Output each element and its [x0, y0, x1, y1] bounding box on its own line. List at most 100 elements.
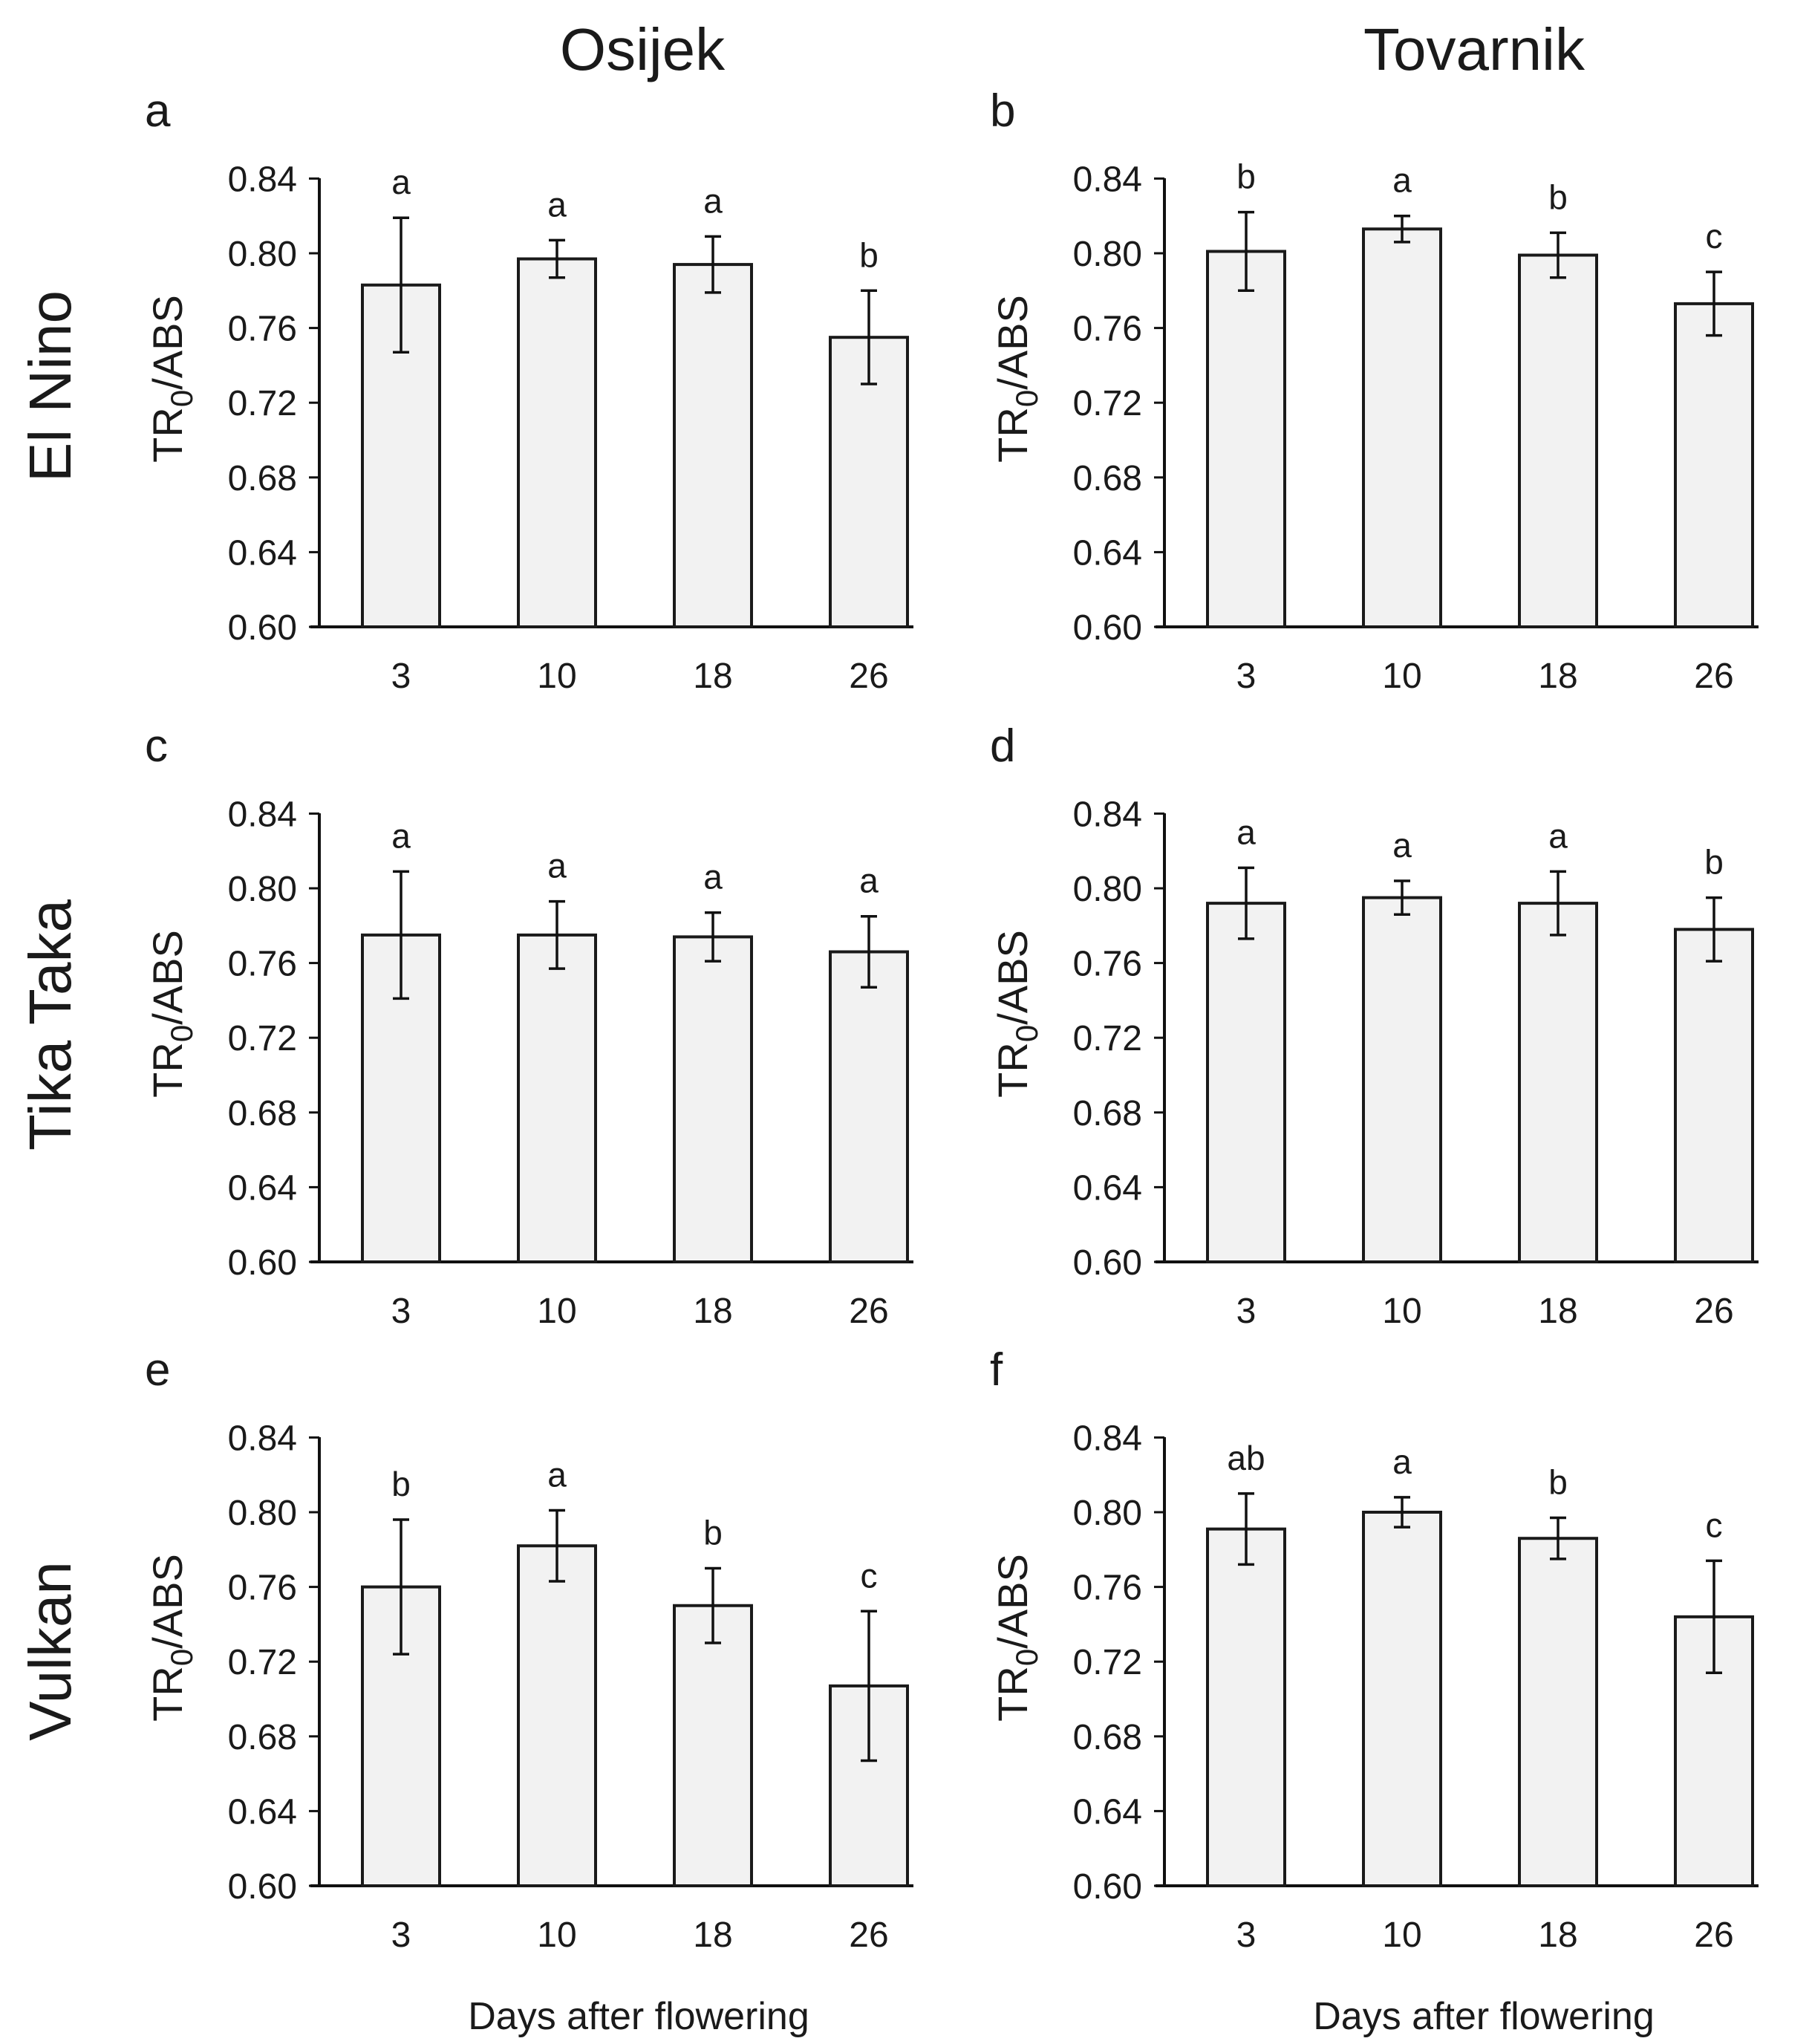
bar-18: [1518, 253, 1598, 628]
bar-26: [1674, 928, 1754, 1263]
y-tick-label: 0.60: [228, 608, 297, 648]
y-tick-label: 0.68: [1073, 459, 1142, 498]
significance-letter: a: [547, 1455, 567, 1494]
x-tick-label: 26: [1694, 1916, 1733, 1955]
significance-letter: c: [1706, 1506, 1723, 1544]
y-tick-label: 0.80: [1073, 870, 1142, 909]
y-axis-label-subscript: 0: [164, 390, 199, 407]
y-axis-label: TR0/ABS: [144, 295, 199, 463]
significance-letter: a: [391, 163, 411, 201]
y-tick-label: 0.60: [1073, 1243, 1142, 1283]
x-tick-label: 26: [1694, 1292, 1733, 1331]
x-tick-label: 10: [537, 1292, 576, 1331]
x-tick-label: 3: [391, 1292, 411, 1331]
y-axis-label: TR0/ABS: [144, 1554, 199, 1722]
y-axis-label: TR0/ABS: [989, 930, 1044, 1098]
y-axis-label-rest: /ABS: [144, 930, 191, 1025]
y-tick-label: 0.84: [1073, 1419, 1142, 1458]
y-axis-label-main: TR: [144, 1042, 191, 1098]
bar-10: [517, 257, 597, 628]
significance-letter: a: [703, 181, 723, 220]
x-tick-label: 10: [1382, 657, 1421, 696]
y-axis-label-subscript: 0: [1009, 1649, 1044, 1666]
y-tick-label: 0.76: [1073, 310, 1142, 349]
significance-letter: b: [859, 235, 879, 274]
y-axis-label-main: TR: [989, 407, 1036, 463]
y-axis-label-subscript: 0: [1009, 390, 1044, 407]
significance-letter: a: [1236, 813, 1256, 851]
bar-10: [1362, 1511, 1442, 1887]
chart-panel-e: e 0.60 0.64 0.68 0.72 0.76 0.80 0.84 TR0/ABS b 3 a 1…: [144, 1344, 913, 1955]
x-tick-label: 3: [1236, 1916, 1257, 1955]
col-title-tovarnik: Tovarnik: [1363, 16, 1586, 82]
panel-letter-f: f: [990, 1344, 1003, 1396]
y-axis-label: TR0/ABS: [989, 1554, 1044, 1722]
x-tick-label: 26: [849, 1916, 888, 1955]
y-tick-label: 0.76: [1073, 1569, 1142, 1608]
y-axis-label-rest: /ABS: [989, 1554, 1036, 1649]
y-tick-label: 0.72: [1073, 384, 1142, 423]
y-tick-label: 0.60: [1073, 1867, 1142, 1907]
significance-letter: a: [547, 185, 567, 224]
x-tick-label: 18: [1538, 657, 1577, 696]
x-tick-label: 18: [693, 1916, 732, 1955]
significance-letter: a: [1392, 826, 1412, 865]
y-tick-label: 0.72: [228, 384, 297, 423]
y-tick-label: 0.84: [1073, 795, 1142, 834]
y-tick-label: 0.80: [1073, 235, 1142, 274]
significance-letter: b: [703, 1513, 723, 1552]
bar-26: [829, 950, 909, 1263]
y-axis-label-rest: /ABS: [989, 295, 1036, 390]
x-tick-label: 26: [849, 657, 888, 696]
y-tick-label: 0.64: [228, 533, 297, 573]
chart-panel-b: b 0.60 0.64 0.68 0.72 0.76 0.80 0.84 TR0/ABS b 3 a 1…: [989, 85, 1759, 696]
panel-letter-b: b: [990, 85, 1015, 137]
y-tick-label: 0.64: [1073, 1792, 1142, 1832]
y-tick-label: 0.76: [228, 945, 297, 984]
y-tick-label: 0.80: [228, 1494, 297, 1533]
y-tick-label: 0.72: [228, 1643, 297, 1682]
x-tick-label: 26: [1694, 657, 1733, 696]
y-tick-label: 0.80: [228, 870, 297, 909]
x-tick-label: 18: [693, 657, 732, 696]
y-tick-label: 0.84: [228, 160, 297, 199]
significance-letter: b: [1548, 178, 1568, 216]
bar-3: [1206, 1527, 1286, 1887]
y-axis-label-subscript: 0: [164, 1649, 199, 1666]
x-tick-label: 10: [1382, 1292, 1421, 1331]
y-tick-label: 0.84: [228, 795, 297, 834]
bar-10: [1362, 227, 1442, 628]
significance-letter: a: [391, 816, 411, 855]
x-axis-label-osijek: Days after flowering: [468, 1995, 809, 2038]
x-tick-label: 10: [1382, 1916, 1421, 1955]
significance-letter: b: [1236, 157, 1256, 196]
y-tick-label: 0.68: [228, 459, 297, 498]
y-axis-label-main: TR: [989, 1666, 1036, 1722]
bar-18: [1518, 1537, 1598, 1887]
bar-26: [1674, 302, 1754, 628]
y-tick-label: 0.84: [228, 1419, 297, 1458]
panel-letter-e: e: [145, 1344, 170, 1396]
y-tick-label: 0.68: [228, 1718, 297, 1757]
y-axis-label-subscript: 0: [164, 1025, 199, 1042]
y-tick-label: 0.72: [1073, 1019, 1142, 1058]
x-axis-label-tovarnik: Days after flowering: [1313, 1995, 1655, 2038]
y-tick-label: 0.68: [1073, 1718, 1142, 1757]
y-tick-label: 0.80: [1073, 1494, 1142, 1533]
y-tick-label: 0.68: [228, 1094, 297, 1133]
y-tick-label: 0.64: [228, 1792, 297, 1832]
y-tick-label: 0.64: [228, 1168, 297, 1208]
y-tick-label: 0.76: [228, 310, 297, 349]
chart-panel-f: f0.600.640.680.720.760.800.84TR0/ABSab3a…: [989, 1344, 1759, 1955]
x-tick-label: 10: [537, 657, 576, 696]
y-tick-label: 0.68: [1073, 1094, 1142, 1133]
significance-letter: a: [547, 847, 567, 885]
y-axis-label-main: TR: [989, 1042, 1036, 1098]
y-tick-label: 0.60: [1073, 608, 1142, 648]
panel-letter-c: c: [145, 720, 168, 772]
bar-3: [1206, 250, 1286, 628]
significance-letter: b: [1704, 843, 1724, 882]
y-tick-label: 0.76: [1073, 945, 1142, 984]
x-tick-label: 18: [693, 1292, 732, 1331]
